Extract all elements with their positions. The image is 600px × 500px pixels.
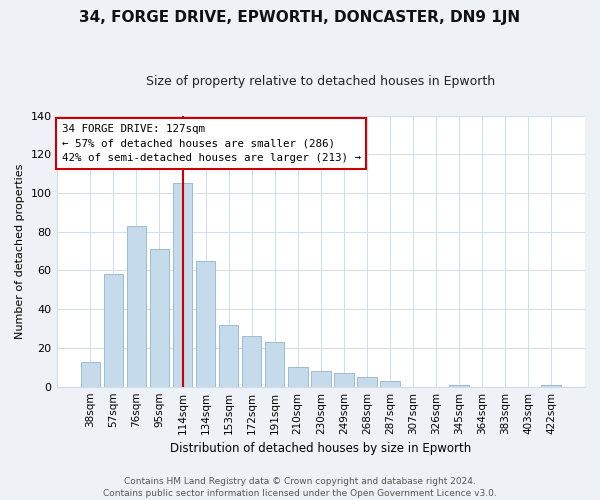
Bar	[265, 342, 284, 386]
Bar	[149, 249, 169, 386]
Bar	[219, 324, 238, 386]
Y-axis label: Number of detached properties: Number of detached properties	[15, 164, 25, 339]
Bar	[334, 373, 353, 386]
Bar	[173, 184, 193, 386]
Bar	[357, 377, 377, 386]
Bar	[242, 336, 262, 386]
Text: 34, FORGE DRIVE, EPWORTH, DONCASTER, DN9 1JN: 34, FORGE DRIVE, EPWORTH, DONCASTER, DN9…	[79, 10, 521, 25]
Bar	[380, 381, 400, 386]
Bar	[541, 384, 561, 386]
Bar	[311, 371, 331, 386]
Bar	[104, 274, 123, 386]
Bar	[288, 368, 308, 386]
Bar	[127, 226, 146, 386]
Title: Size of property relative to detached houses in Epworth: Size of property relative to detached ho…	[146, 75, 496, 88]
Bar	[449, 384, 469, 386]
Bar	[196, 261, 215, 386]
Bar	[80, 362, 100, 386]
Text: Contains HM Land Registry data © Crown copyright and database right 2024.
Contai: Contains HM Land Registry data © Crown c…	[103, 476, 497, 498]
Text: 34 FORGE DRIVE: 127sqm
← 57% of detached houses are smaller (286)
42% of semi-de: 34 FORGE DRIVE: 127sqm ← 57% of detached…	[62, 124, 361, 164]
X-axis label: Distribution of detached houses by size in Epworth: Distribution of detached houses by size …	[170, 442, 472, 455]
